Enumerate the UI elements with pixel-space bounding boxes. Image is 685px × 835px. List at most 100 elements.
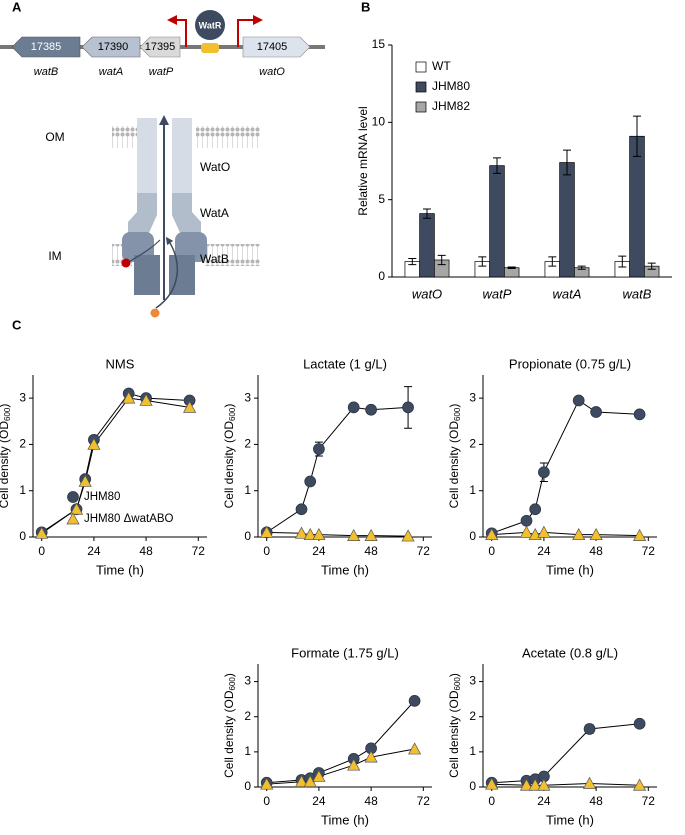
marker	[572, 527, 586, 541]
y-tick-label: 1	[469, 744, 476, 758]
y-tick-label: 3	[19, 390, 26, 404]
error-bar	[563, 149, 571, 176]
series-line	[266, 700, 415, 784]
y-tick-label: 2	[244, 437, 251, 451]
y-axis-label-part: Cell density (OD	[447, 421, 461, 509]
y-tick-label: 0	[244, 529, 251, 543]
x-tick-label: 24	[312, 794, 326, 808]
y-axis-label-part: 600	[228, 407, 237, 421]
marker	[304, 475, 317, 488]
gene-name: watP	[149, 66, 174, 78]
y-tick-label: 0	[244, 779, 251, 793]
error-bar	[437, 254, 446, 266]
marker	[401, 529, 415, 542]
panel-label: C	[12, 317, 22, 332]
y-axis-label-part: )	[0, 404, 11, 408]
x-tick-label: 24	[312, 544, 326, 558]
gene-id: 17385	[31, 41, 62, 53]
x-tick-label: watB	[623, 286, 652, 301]
marker	[633, 717, 646, 730]
x-axis-label: Time (h)	[321, 562, 369, 577]
protein-label: WatA	[200, 206, 229, 220]
y-tick-label: 1	[469, 483, 476, 497]
gene-name: watB	[34, 66, 58, 78]
y-tick-label: 2	[469, 437, 476, 451]
x-tick-label: 0	[38, 544, 45, 558]
marker	[633, 408, 646, 421]
x-tick-label: 0	[263, 794, 270, 808]
error-bar	[633, 115, 641, 157]
y-tick-label: 3	[469, 390, 476, 404]
marker	[364, 750, 378, 763]
y-tick-label: 0	[19, 529, 26, 543]
marker	[589, 527, 603, 541]
marker	[347, 528, 361, 541]
y-tick-label: 0	[469, 529, 476, 543]
series-line	[266, 531, 409, 537]
y-axis-label-part: Cell density (OD	[0, 421, 11, 509]
marker	[485, 527, 499, 541]
chart-title: Formate (1.75 g/L)	[291, 645, 399, 660]
error-bar	[618, 255, 627, 268]
y-axis-label-part: 600	[3, 407, 12, 421]
x-tick-label: 72	[417, 794, 431, 808]
y-axis-label-part: Cell density (OD	[222, 690, 236, 778]
gene-name: watA	[99, 66, 123, 78]
x-tick-label: 48	[139, 544, 153, 558]
marker	[590, 406, 602, 418]
regulator-label: WatR	[199, 20, 222, 30]
marker	[537, 778, 551, 791]
y-tick-label: 5	[378, 192, 385, 206]
y-axis-label-part: 600	[453, 407, 462, 421]
y-tick-label: 2	[244, 709, 251, 723]
legend-label: JHM80	[84, 491, 120, 503]
panel-label: A	[12, 0, 22, 14]
series-line	[491, 531, 640, 537]
marker	[122, 391, 136, 404]
marker	[295, 503, 308, 516]
x-tick-label: 72	[417, 544, 431, 558]
y-axis-label-part: Cell density (OD	[222, 421, 236, 509]
y-tick-label: 3	[244, 390, 251, 404]
y-tick-label: 3	[469, 674, 476, 688]
error-bar	[647, 262, 656, 270]
y-axis-label-part: )	[447, 673, 461, 677]
y-tick-label: 0	[469, 779, 476, 793]
series-line	[266, 748, 415, 785]
protein-label: WatB	[200, 252, 229, 266]
marker	[312, 769, 326, 782]
x-tick-label: watO	[412, 286, 442, 301]
marker	[303, 527, 317, 541]
y-axis-label-part: )	[222, 404, 236, 408]
gene-id: 17390	[98, 41, 129, 53]
chart-title: NMS	[106, 356, 135, 371]
legend-label: JHM80	[432, 79, 470, 93]
bar	[629, 135, 645, 278]
marker	[347, 401, 360, 414]
marker	[35, 526, 49, 539]
y-axis-label: Relative mRNA level	[356, 106, 370, 215]
marker	[572, 394, 585, 407]
marker	[78, 474, 92, 487]
x-tick-label: 0	[488, 544, 495, 558]
marker	[537, 525, 551, 538]
marker	[583, 723, 596, 735]
marker	[347, 758, 361, 771]
x-tick-label: 48	[589, 544, 603, 558]
bar	[504, 267, 520, 278]
marker	[139, 393, 153, 406]
marker	[408, 742, 422, 755]
bar	[559, 162, 575, 278]
y-axis-label: Cell density (OD600)	[447, 404, 462, 509]
marker	[69, 502, 84, 515]
x-tick-label: 0	[263, 544, 270, 558]
x-tick-label: 24	[537, 794, 551, 808]
x-tick-label: 48	[589, 794, 603, 808]
x-tick-label: 24	[537, 544, 551, 558]
marker	[183, 400, 197, 413]
x-tick-label: watP	[483, 286, 512, 301]
y-axis-label-part: )	[447, 404, 461, 408]
y-tick-label: 1	[244, 483, 251, 497]
legend-swatch	[415, 101, 427, 113]
